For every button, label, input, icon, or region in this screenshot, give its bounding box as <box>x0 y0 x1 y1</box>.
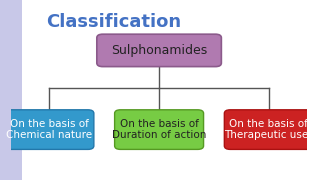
FancyBboxPatch shape <box>97 34 221 67</box>
FancyBboxPatch shape <box>224 110 313 149</box>
Text: Sulphonamides: Sulphonamides <box>111 44 207 57</box>
Text: On the basis of
Chemical nature: On the basis of Chemical nature <box>6 119 92 140</box>
Text: On the basis of
Therapeutic uses: On the basis of Therapeutic uses <box>224 119 314 140</box>
Text: Classification: Classification <box>46 13 181 31</box>
FancyBboxPatch shape <box>5 110 94 149</box>
Text: On the basis of
Duration of action: On the basis of Duration of action <box>112 119 206 140</box>
FancyBboxPatch shape <box>115 110 204 149</box>
